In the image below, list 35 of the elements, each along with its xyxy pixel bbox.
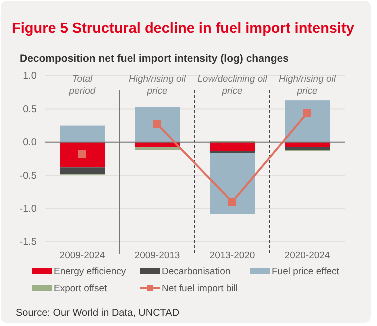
legend-label: Export offset bbox=[54, 284, 108, 294]
bar bbox=[285, 147, 330, 150]
legend-label: Fuel price effect bbox=[272, 266, 340, 278]
y-tick-label: -1.5 bbox=[20, 237, 38, 248]
point bbox=[304, 109, 312, 118]
bar bbox=[135, 148, 180, 150]
x-tick-label: 2009-2024 bbox=[60, 250, 106, 262]
y-tick-label: 0.5 bbox=[23, 104, 38, 116]
y-tick-label: 1.0 bbox=[23, 71, 38, 82]
bar bbox=[60, 168, 105, 174]
source-note: Source: Our World in Data, UNCTAD bbox=[16, 308, 180, 319]
legend-label: Decarbonisation bbox=[162, 266, 231, 278]
annotation: High/rising oil price bbox=[278, 74, 337, 97]
legend-label: Energy efficiency bbox=[54, 266, 126, 278]
point bbox=[228, 198, 236, 206]
bar bbox=[60, 142, 105, 168]
y-tick-label: -1.0 bbox=[20, 204, 38, 215]
x-tick-label: 2013-2020 bbox=[210, 250, 256, 262]
point bbox=[78, 150, 86, 158]
annotation: Total period bbox=[68, 74, 96, 97]
bar bbox=[135, 107, 180, 142]
bar bbox=[210, 142, 255, 152]
x-tick-label: 2020-2024 bbox=[284, 250, 330, 262]
annotation: High/rising oil price bbox=[128, 74, 187, 97]
point bbox=[154, 120, 162, 128]
chart-subtitle: Decomposition net fuel import intensity (log) changes bbox=[20, 53, 290, 65]
y-tick-label: 0.0 bbox=[23, 138, 38, 149]
bar bbox=[285, 100, 330, 142]
bar bbox=[210, 153, 255, 214]
annotation: Low/declining oil price bbox=[198, 74, 268, 97]
y-tick-label: -0.5 bbox=[20, 170, 38, 182]
chart-title: Figure 5 Structural decline in fuel import intensity bbox=[12, 21, 354, 37]
bar bbox=[60, 126, 105, 142]
x-tick-label: 2009-2013 bbox=[134, 250, 180, 262]
legend-label: Net fuel import bill bbox=[162, 284, 238, 294]
